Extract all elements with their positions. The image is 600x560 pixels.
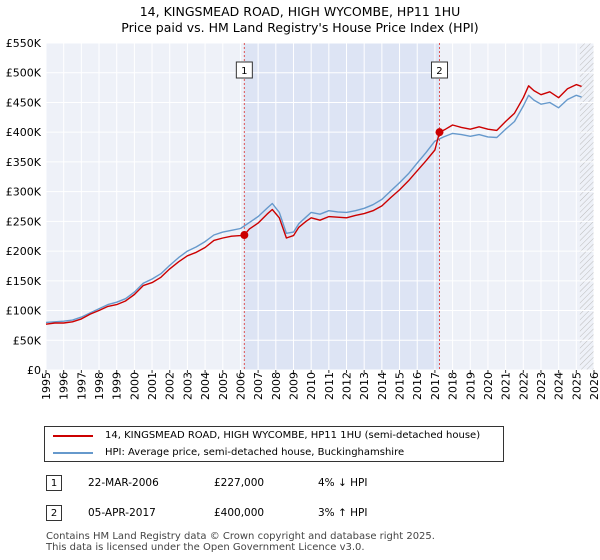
property-price-line	[45, 83, 582, 325]
sale-point	[240, 231, 249, 240]
x-tick-label: 2022	[517, 372, 530, 400]
x-tick-label: 2018	[447, 372, 460, 400]
footer-copyright: Contains HM Land Registry data © Crown c…	[46, 531, 435, 542]
y-tick-label: £250K	[6, 215, 42, 228]
x-tick-label: 2011	[323, 372, 336, 400]
transaction-price: £400,000	[214, 507, 265, 519]
x-tick-label: 2015	[394, 372, 407, 400]
x-tick-label: 1998	[93, 372, 106, 400]
x-tick-label: 2023	[535, 372, 548, 400]
x-tick-label: 2001	[146, 372, 159, 400]
legend-label-hpi: HPI: Average price, semi-detached house,…	[105, 447, 405, 458]
x-tick-label: 1997	[75, 372, 88, 400]
sale-marker-box	[430, 61, 448, 79]
sale-marker-box	[235, 61, 253, 79]
legend-swatch-property	[53, 434, 93, 437]
legend-swatch-hpi	[53, 451, 93, 454]
y-tick-label: £100K	[6, 305, 42, 318]
chart-legend: 14, KINGSMEAD ROAD, HIGH WYCOMBE, HP11 1…	[44, 426, 504, 462]
transaction-price: £227,000	[214, 477, 265, 489]
y-tick-label: £550K	[6, 37, 42, 50]
transaction-number: 1	[46, 475, 62, 491]
x-tick-label: 2014	[376, 372, 389, 400]
y-tick-label: £300K	[6, 186, 42, 199]
x-tick-label: 2004	[199, 372, 212, 400]
future-hatch-region	[579, 43, 594, 370]
x-tick-label: 2013	[358, 372, 371, 400]
x-tick-label: 2002	[164, 372, 177, 400]
x-tick-label: 2006	[234, 372, 247, 400]
x-tick-label: 2000	[128, 372, 141, 400]
hpi-line	[45, 94, 582, 324]
price-chart: 1 2 £0 £50K £100K £150K £200K £250K £300K £350K £…	[6, 37, 600, 400]
x-tick-label: 2005	[217, 372, 230, 400]
transaction-date: 22-MAR-2006	[88, 477, 159, 489]
sale-marker-label: 1	[241, 66, 247, 77]
y-tick-label: £150K	[6, 275, 42, 288]
x-tick-label: 1995	[40, 372, 53, 400]
sale-point	[435, 128, 444, 137]
x-tick-label: 2021	[500, 372, 513, 400]
x-tick-label: 2009	[287, 372, 300, 400]
x-tick-label: 2026	[588, 372, 600, 400]
ownership-period-shade	[244, 43, 440, 370]
x-tick-label: 2012	[341, 372, 354, 400]
x-tick-label: 2020	[482, 372, 495, 400]
transaction-number: 2	[46, 505, 62, 521]
x-tick-label: 1996	[58, 372, 71, 400]
x-tick-label: 2019	[464, 372, 477, 400]
x-tick-label: 1999	[111, 372, 124, 400]
y-tick-label: £200K	[6, 245, 42, 258]
x-tick-label: 2003	[181, 372, 194, 400]
x-tick-label: 2008	[270, 372, 283, 400]
y-tick-label: £0	[27, 364, 41, 377]
legend-item-property: 14, KINGSMEAD ROAD, HIGH WYCOMBE, HP11 1…	[53, 430, 480, 441]
y-tick-label: £450K	[6, 96, 42, 109]
y-tick-label: £350K	[6, 156, 42, 169]
y-tick-label: £50K	[13, 334, 42, 347]
x-tick-label: 2024	[553, 372, 566, 400]
transaction-hpi-diff: 3% ↑ HPI	[318, 507, 368, 519]
legend-item-hpi: HPI: Average price, semi-detached house,…	[53, 447, 404, 458]
chart-subtitle: Price paid vs. HM Land Registry's House …	[121, 20, 479, 35]
transaction-hpi-diff: 4% ↓ HPI	[318, 477, 368, 489]
x-tick-label: 2007	[252, 372, 265, 400]
x-tick-label: 2025	[570, 372, 583, 400]
y-tick-label: £500K	[6, 67, 42, 80]
transaction-date: 05-APR-2017	[88, 507, 156, 519]
legend-label-property: 14, KINGSMEAD ROAD, HIGH WYCOMBE, HP11 1…	[105, 430, 481, 441]
y-tick-label: £400K	[6, 126, 42, 139]
footer-licence: This data is licensed under the Open Gov…	[46, 542, 365, 553]
x-tick-label: 2016	[411, 372, 424, 400]
chart-title: 14, KINGSMEAD ROAD, HIGH WYCOMBE, HP11 1…	[139, 4, 461, 19]
sale-marker-label: 2	[436, 66, 442, 77]
transaction-row: 1 22-MAR-2006 £227,000 4% ↓ HPI	[46, 475, 586, 493]
transaction-row: 2 05-APR-2017 £400,000 3% ↑ HPI	[46, 505, 586, 523]
x-tick-label: 2017	[429, 372, 442, 400]
x-tick-label: 2010	[305, 372, 318, 400]
